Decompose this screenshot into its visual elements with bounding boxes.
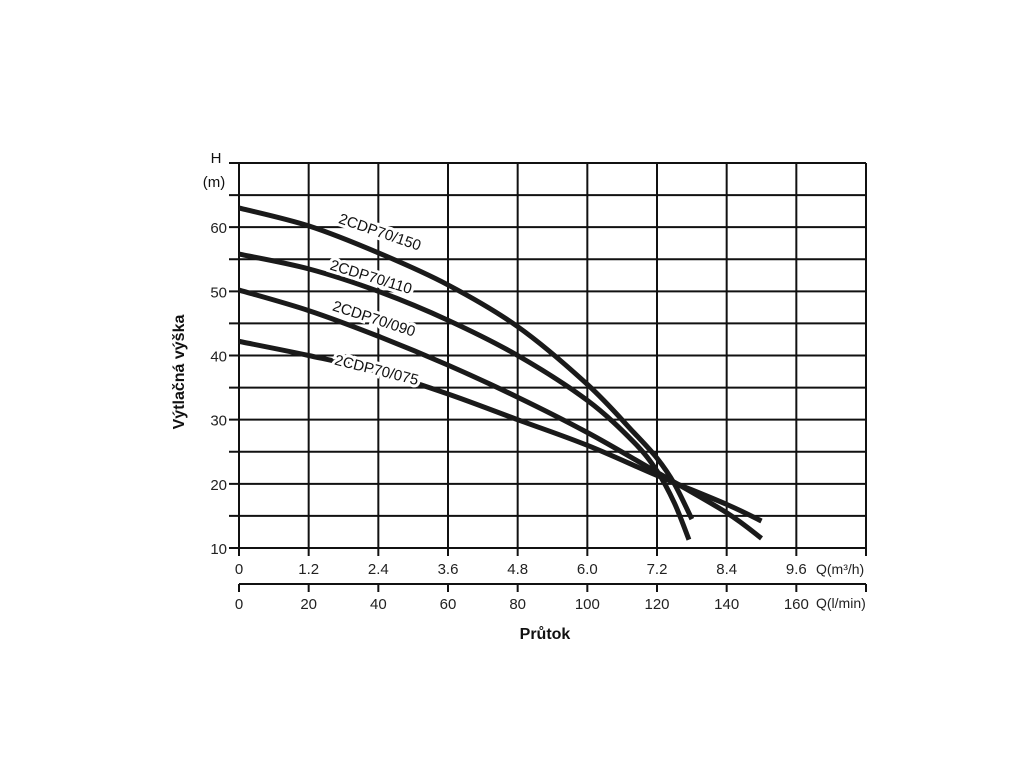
x-unit-primary: Q(m³/h): [816, 561, 864, 577]
y-tick-label: 60: [210, 220, 227, 237]
y-tick-label: 30: [210, 413, 227, 430]
series-line-2cdp70-090: [238, 287, 764, 541]
y-unit-m: (m): [203, 174, 226, 191]
series-line-2cdp70-075: [238, 338, 763, 524]
y-unit-h: H: [211, 150, 222, 167]
x2-tick-label: 140: [714, 596, 739, 613]
x-tick-label: 6.0: [577, 561, 598, 578]
x-tick-label: 4.8: [507, 561, 528, 578]
x2-tick-label: 100: [575, 596, 600, 613]
series-line-2cdp70-150: [238, 205, 695, 521]
x-tick-label: 0: [235, 561, 243, 578]
x2-tick-label: 60: [440, 596, 457, 613]
y-tick-label: 10: [210, 541, 227, 558]
x2-tick-label: 80: [509, 596, 526, 613]
y-tick-label: 40: [210, 349, 227, 366]
x2-tick-label: 20: [300, 596, 317, 613]
x-tick-label: 1.2: [298, 561, 319, 578]
y-tick-label: 20: [210, 477, 227, 494]
x-tick-label: 9.6: [786, 561, 807, 578]
x-unit-secondary: Q(l/min): [816, 595, 866, 611]
series-label: 2CDP70/150: [336, 211, 423, 255]
axes: 0 1.2 2.4 3.6 4.8 6.0 7.2 8.4 9.6 0 20 40 60 80 100 120…: [210, 220, 867, 613]
grid: [229, 162, 867, 549]
curves: [238, 205, 764, 541]
x-axis-title: Průtok: [520, 626, 571, 643]
x2-tick-label: 0: [235, 596, 243, 613]
x-tick-label: 8.4: [716, 561, 737, 578]
x-tick-label: 2.4: [368, 561, 389, 578]
x-tick-label: 7.2: [647, 561, 668, 578]
x2-tick-label: 40: [370, 596, 387, 613]
x2-tick-label: 120: [644, 596, 669, 613]
series-label: 2CDP70/075: [333, 352, 420, 389]
x2-tick-label: 160: [784, 596, 809, 613]
x-tick-label: 3.6: [438, 561, 459, 578]
series-line-2cdp70-110: [238, 251, 692, 541]
y-tick-label: 50: [210, 284, 227, 301]
y-axis-title: Výtlačná výška: [171, 315, 188, 430]
